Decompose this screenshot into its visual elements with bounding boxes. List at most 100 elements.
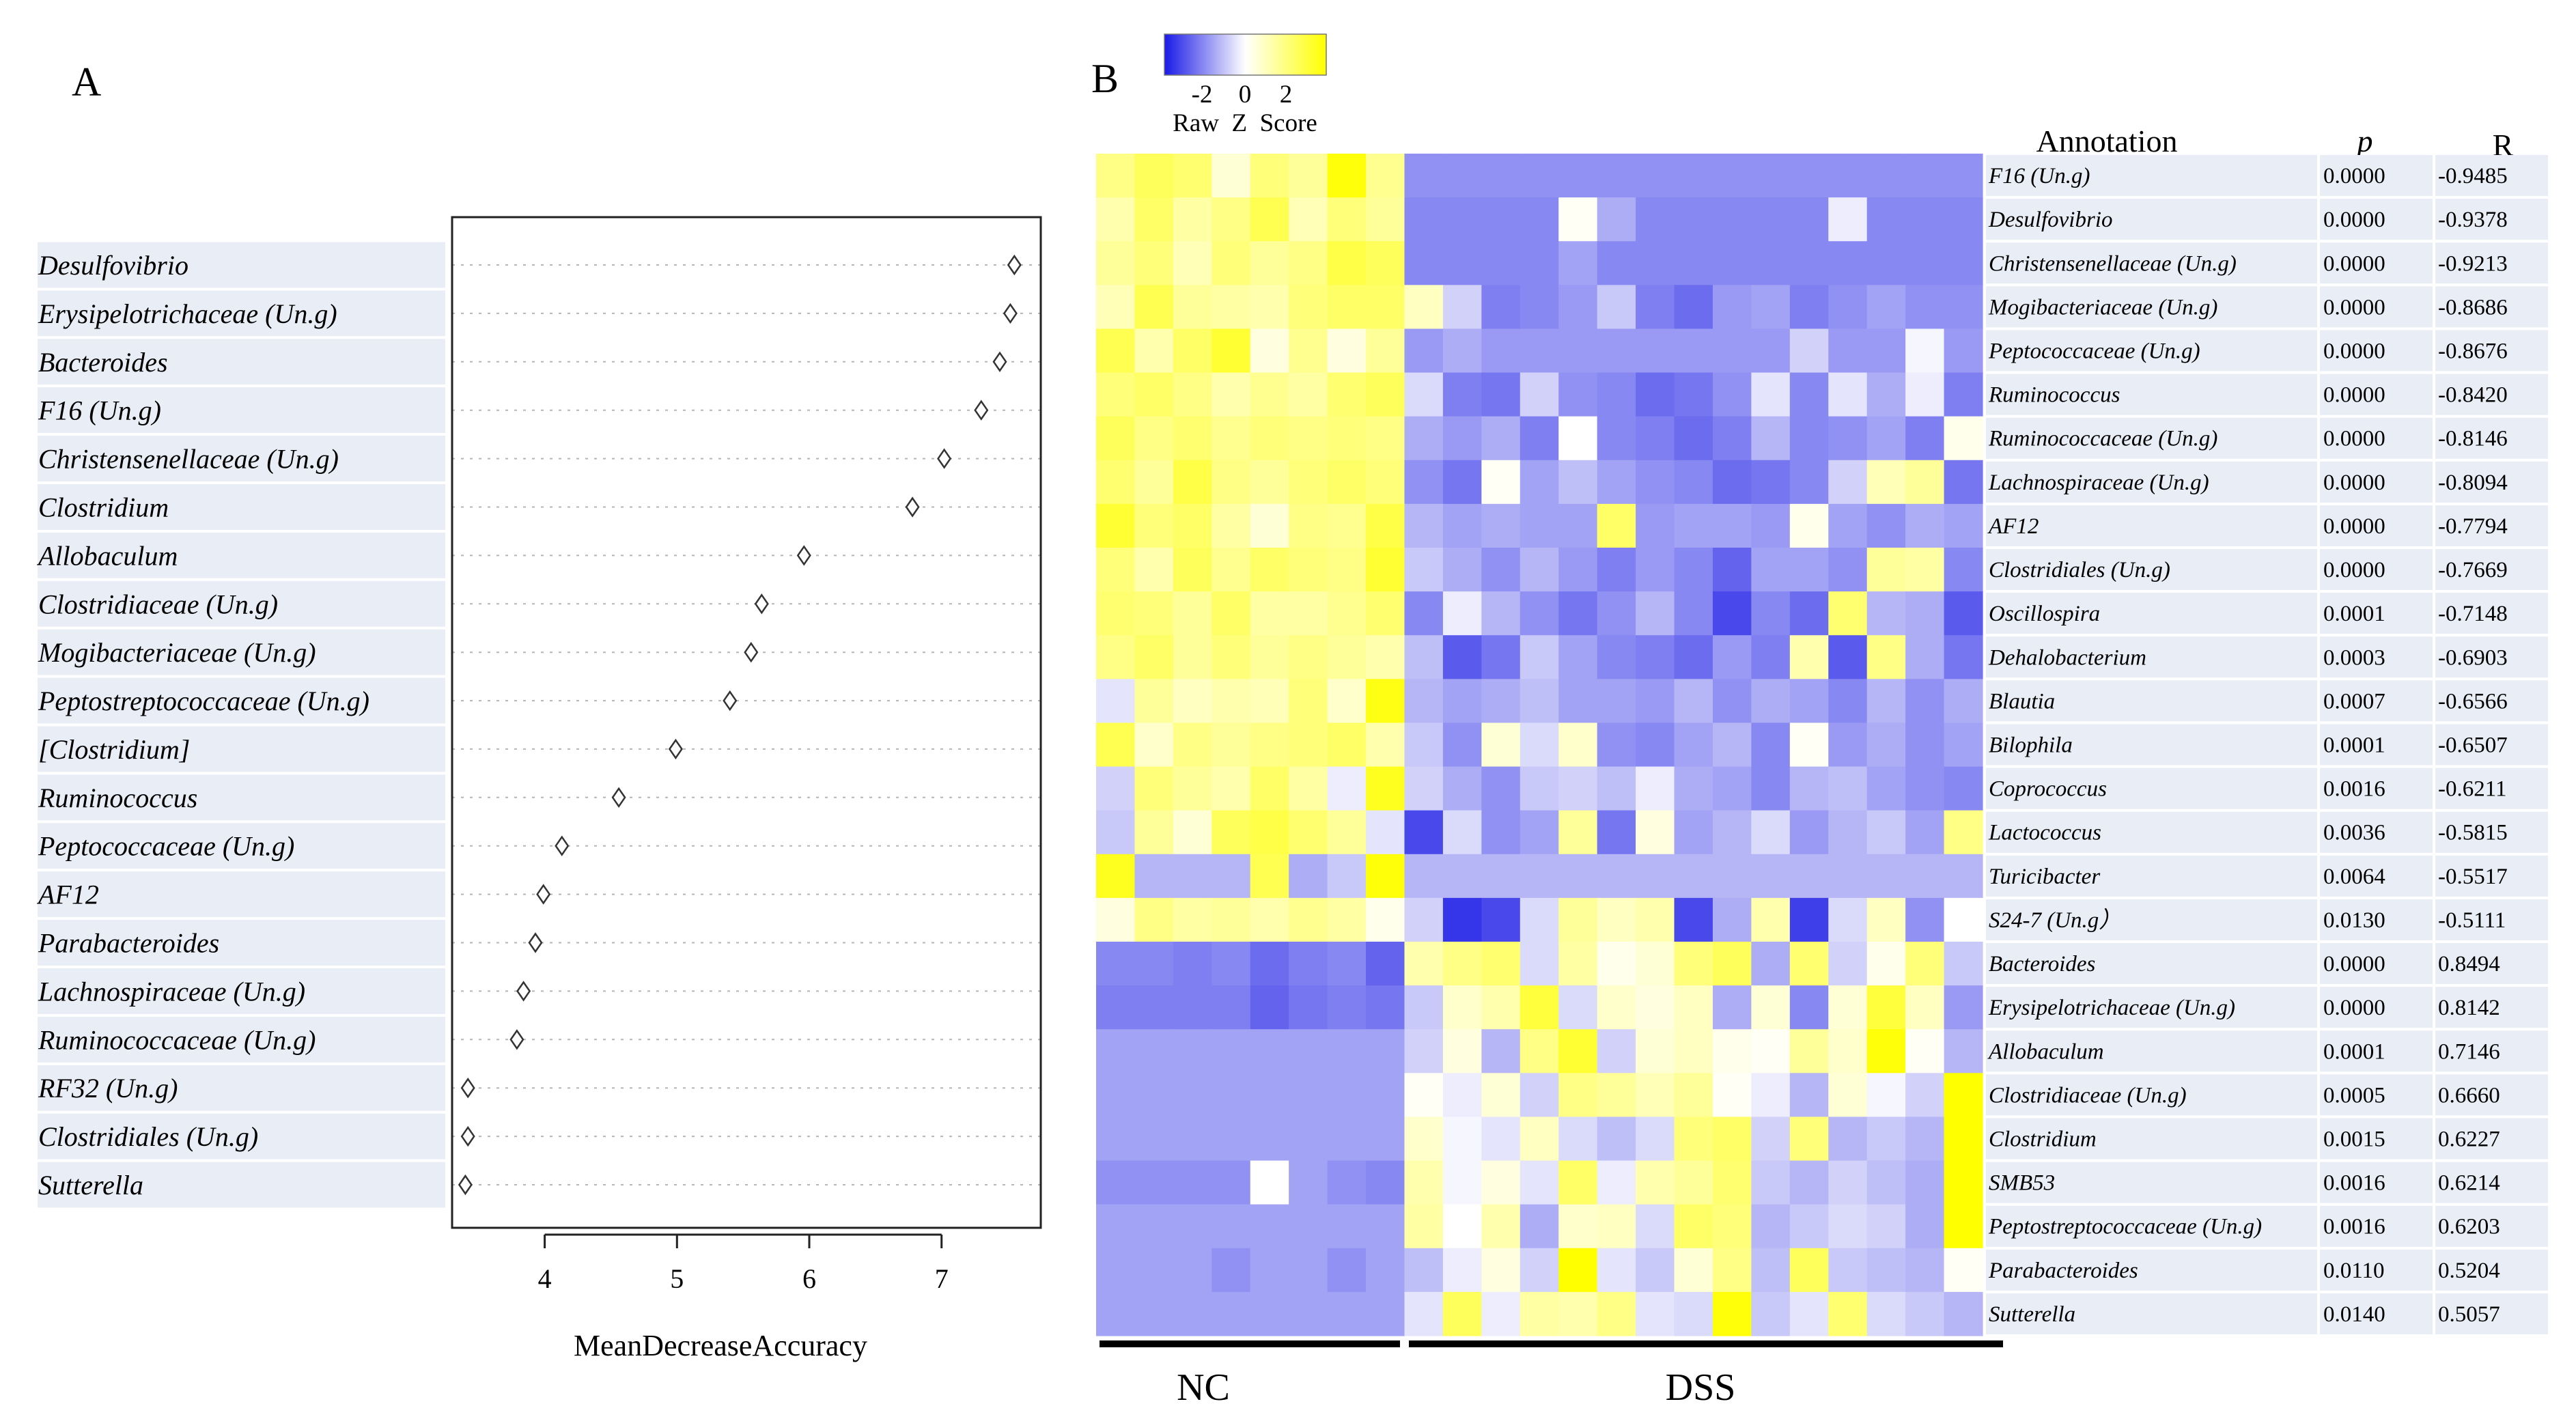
heatmap-cell xyxy=(1944,1248,1983,1293)
heatmap-cell xyxy=(1212,285,1251,330)
heatmap-cell xyxy=(1636,285,1675,330)
r-band xyxy=(2435,1030,2548,1072)
point-peptococcaceae-un-g xyxy=(555,835,570,856)
p-value: 0.0064 xyxy=(2323,865,2385,889)
x-tick-label: 4 xyxy=(538,1263,552,1294)
annotation-clostridium: Clostridium xyxy=(1989,1127,2097,1152)
p-value: 0.0000 xyxy=(2323,164,2385,188)
heatmap-cell xyxy=(1751,241,1791,285)
heatmap-cell xyxy=(1751,548,1791,592)
heatmap-cell xyxy=(1366,635,1405,679)
heatmap-cell xyxy=(1597,503,1636,548)
heatmap-cell xyxy=(1327,942,1367,986)
heatmap-cell xyxy=(1828,1116,1868,1162)
heatmap-cell xyxy=(1712,810,1752,855)
heatmap-cell xyxy=(1944,241,1983,285)
heatmap-cell xyxy=(1134,197,1174,242)
annotation-band xyxy=(1986,286,2317,328)
heatmap-cell xyxy=(1789,854,1829,899)
heatmap-cell xyxy=(1096,1291,1136,1336)
heatmap-cell xyxy=(1096,942,1136,986)
heatmap-cell xyxy=(1289,372,1328,417)
heatmap-cell xyxy=(1096,197,1136,242)
p-value: 0.0001 xyxy=(2323,733,2385,758)
heatmap-cell xyxy=(1712,154,1752,198)
p-band xyxy=(2320,724,2433,765)
heatmap-cell xyxy=(1134,1160,1174,1205)
heatmap-cell xyxy=(1905,241,1945,285)
heatmap-cell xyxy=(1558,1116,1598,1162)
heatmap-cell xyxy=(1905,985,1945,1030)
heatmap-cell xyxy=(1134,722,1174,768)
heatmap-cell xyxy=(1828,679,1868,724)
dotted-gridlines xyxy=(452,264,1041,1185)
heatmap-cell xyxy=(1096,810,1136,855)
heatmap-cell xyxy=(1404,372,1444,417)
heatmap-cell xyxy=(1558,1204,1598,1249)
heatmap-cell xyxy=(1404,328,1444,374)
p-value: 0.0000 xyxy=(2323,383,2385,408)
heatmap-cell xyxy=(1674,591,1713,636)
annotation-peptococcaceae-un-g: Peptococcaceae (Un.g) xyxy=(1988,339,2200,364)
annotation-clostridiaceae-un-g: Clostridiaceae (Un.g) xyxy=(1989,1083,2187,1108)
heatmap-cell xyxy=(1905,591,1945,636)
heatmap-cell xyxy=(1636,1248,1675,1293)
heatmap-cell xyxy=(1404,1116,1444,1162)
heatmap-cell xyxy=(1597,1073,1636,1118)
p-band xyxy=(2320,1118,2433,1160)
heatmap-cell xyxy=(1944,197,1983,242)
heatmap-cell xyxy=(1327,1160,1367,1205)
heatmap-cell xyxy=(1789,1204,1829,1249)
heatmap-cell xyxy=(1558,372,1598,417)
heatmap-cell xyxy=(1327,503,1367,548)
heatmap-cell xyxy=(1636,328,1675,374)
heatmap-cell xyxy=(1404,1029,1444,1073)
heatmap-cell xyxy=(1134,1204,1174,1249)
heatmap-cell xyxy=(1096,854,1136,899)
annotation-band xyxy=(1986,811,2317,853)
heatmap-cell xyxy=(1250,722,1289,768)
heatmap-cell xyxy=(1866,197,1906,242)
heatmap-cell xyxy=(1134,285,1174,330)
heatmap-cell xyxy=(1866,241,1906,285)
heatmap-cell xyxy=(1481,810,1521,855)
heatmap-cell xyxy=(1866,854,1906,899)
point-f16-un-g xyxy=(974,399,989,421)
r-value: -0.5111 xyxy=(2438,908,2506,933)
species-label-peptostreptococcaceae-un-g: Peptostreptococcaceae (Un.g) xyxy=(38,686,369,716)
heatmap-cell xyxy=(1866,942,1906,986)
heatmap-cell xyxy=(1520,241,1559,285)
heatmap-cell xyxy=(1289,154,1328,198)
heatmap-cell xyxy=(1597,942,1636,986)
heatmap-cell xyxy=(1751,1291,1791,1336)
heatmap-cell xyxy=(1905,1160,1945,1205)
heatmap-cell xyxy=(1558,416,1598,461)
color-key-tick-neg2: -2 xyxy=(1192,81,1213,109)
point-sutterella xyxy=(458,1174,473,1196)
p-band xyxy=(2320,505,2433,546)
heatmap-cell xyxy=(1481,1029,1521,1073)
p-value: 0.0015 xyxy=(2323,1127,2385,1152)
label-band xyxy=(38,823,445,869)
heatmap-cell xyxy=(1250,460,1289,505)
heatmap-cell xyxy=(1481,766,1521,811)
species-label-clostridiales-un-g: Clostridiales (Un.g) xyxy=(38,1121,258,1152)
heatmap-cell xyxy=(1289,854,1328,899)
heatmap-cell xyxy=(1636,1160,1675,1205)
heatmap-cell xyxy=(1212,810,1251,855)
heatmap-cell xyxy=(1905,154,1945,198)
heatmap-cell xyxy=(1866,722,1906,768)
heatmap-cell xyxy=(1289,679,1328,724)
heatmap-cell xyxy=(1173,416,1212,461)
heatmap-cell xyxy=(1597,241,1636,285)
heatmap-cell xyxy=(1212,1029,1251,1073)
heatmap-cell xyxy=(1173,722,1212,768)
label-band xyxy=(38,580,445,627)
heatmap-cell xyxy=(1366,416,1405,461)
heatmap-cell xyxy=(1712,197,1752,242)
heatmap-cell xyxy=(1366,591,1405,636)
heatmap-cell xyxy=(1597,548,1636,592)
heatmap-cell xyxy=(1250,503,1289,548)
heatmap-cell xyxy=(1751,460,1791,505)
species-label-f16-un-g: F16 (Un.g) xyxy=(38,395,161,426)
